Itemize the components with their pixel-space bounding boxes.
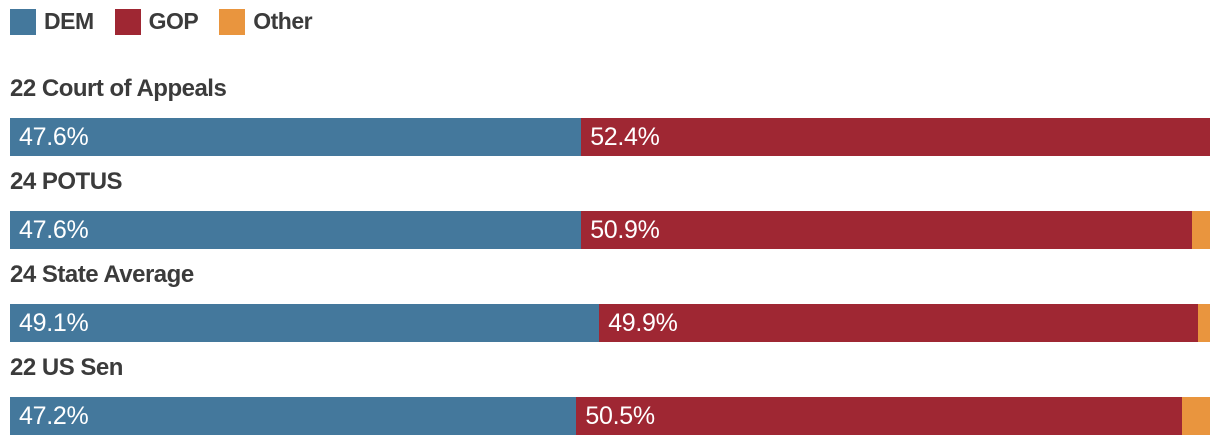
value-label: 47.2% bbox=[19, 401, 89, 430]
other-bar-segment bbox=[1182, 397, 1210, 435]
dem-bar-segment: 49.1% bbox=[10, 304, 600, 342]
chart-row: 24 State Average 49.1% 49.9% bbox=[10, 263, 1210, 342]
stacked-bar: 47.2% 50.5% bbox=[10, 397, 1210, 435]
category-title: 22 US Sen bbox=[10, 354, 123, 381]
gop-bar-segment: 50.5% bbox=[576, 397, 1183, 435]
category-title: 24 State Average bbox=[10, 261, 194, 288]
stacked-bar: 47.6% 50.9% bbox=[10, 211, 1210, 249]
dem-color-swatch-icon bbox=[10, 8, 36, 35]
other-color-swatch-icon bbox=[219, 8, 246, 35]
other-bar-segment bbox=[1197, 304, 1210, 342]
chart-row: 24 POTUS 47.6% 50.9% bbox=[10, 170, 1210, 249]
category-title: 22 Court of Appeals bbox=[10, 75, 227, 102]
chart-legend: DEM GOP Other bbox=[10, 8, 1210, 35]
legend-item-gop: GOP bbox=[114, 8, 199, 35]
legend-item-dem: DEM bbox=[10, 8, 94, 35]
dem-bar-segment: 47.2% bbox=[10, 397, 577, 435]
value-label: 49.9% bbox=[608, 308, 678, 337]
other-bar-segment bbox=[1191, 211, 1210, 249]
dem-bar-segment: 47.6% bbox=[10, 118, 582, 156]
gop-bar-segment: 52.4% bbox=[581, 118, 1210, 156]
value-label: 47.6% bbox=[19, 215, 89, 244]
value-label: 49.1% bbox=[19, 308, 89, 337]
legend-label-gop: GOP bbox=[148, 8, 199, 34]
category-title: 24 POTUS bbox=[10, 168, 123, 195]
gop-bar-segment: 50.9% bbox=[581, 211, 1192, 249]
legend-label-dem: DEM bbox=[44, 8, 94, 34]
chart-rows: 22 Court of Appeals 47.6% 52.4% 24 POTUS 47.… bbox=[10, 35, 1210, 435]
value-label: 50.9% bbox=[590, 215, 660, 244]
stacked-bar: 47.6% 52.4% bbox=[10, 118, 1210, 156]
legend-item-other: Other bbox=[219, 8, 313, 35]
stacked-bar: 49.1% 49.9% bbox=[10, 304, 1210, 342]
legend-label-other: Other bbox=[253, 8, 313, 34]
chart-row: 22 Court of Appeals 47.6% 52.4% bbox=[10, 77, 1210, 156]
dem-bar-segment: 47.6% bbox=[10, 211, 582, 249]
gop-color-swatch-icon bbox=[114, 8, 141, 35]
value-label: 50.5% bbox=[585, 401, 655, 430]
chart-row: 22 US Sen 47.2% 50.5% bbox=[10, 356, 1210, 435]
value-label: 47.6% bbox=[19, 122, 89, 151]
value-label: 52.4% bbox=[590, 122, 660, 151]
gop-bar-segment: 49.9% bbox=[599, 304, 1198, 342]
